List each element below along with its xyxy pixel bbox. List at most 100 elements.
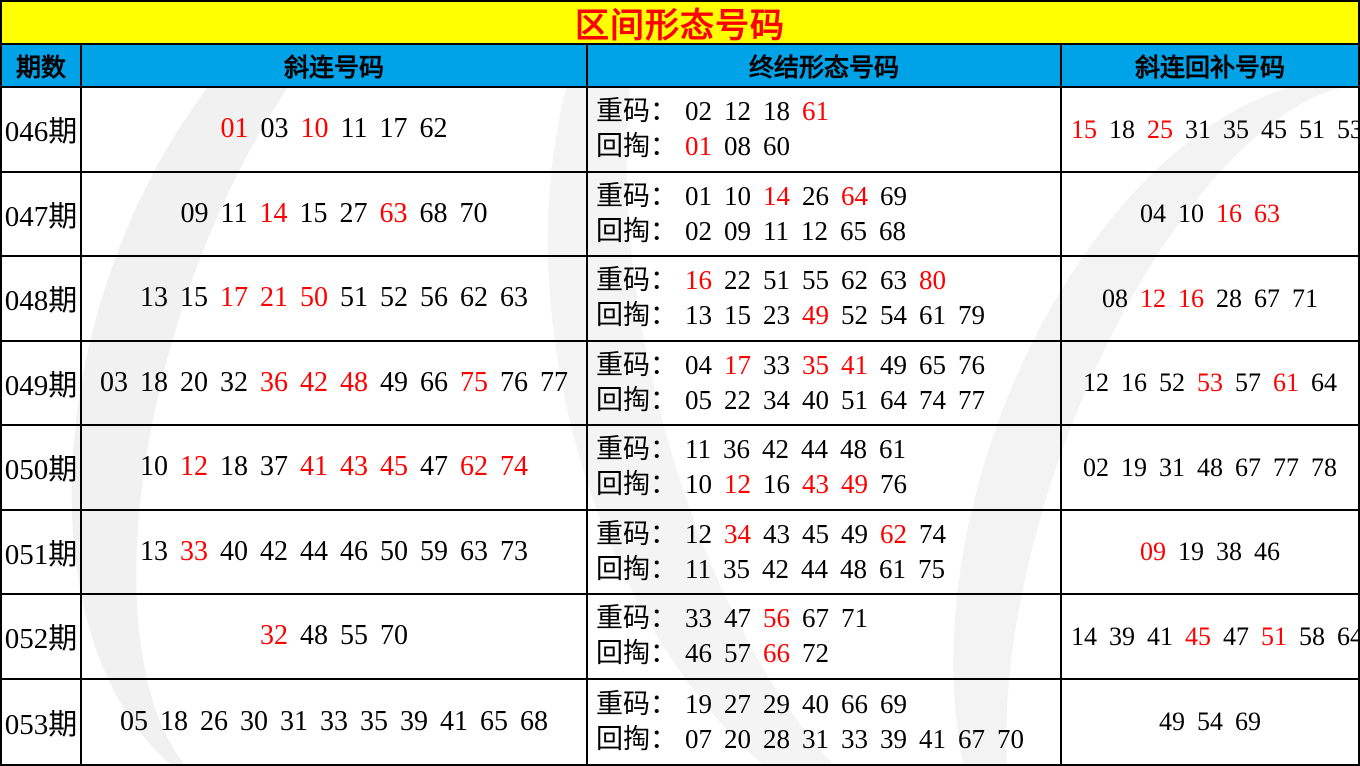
number: 62 <box>460 282 488 314</box>
huitao-label: 回掏： <box>596 638 677 669</box>
number: 31 <box>802 723 829 754</box>
number: 43 <box>763 518 790 549</box>
number: 13 <box>685 300 712 331</box>
chongma-label: 重码： <box>596 434 677 465</box>
huibu-numbers: 09 19 38 46 <box>1065 534 1355 569</box>
number: 01 <box>220 113 249 145</box>
number: 58 <box>1299 621 1325 651</box>
chongma-line: 重码： 33 47 56 67 71 <box>596 601 1060 636</box>
number: 33 <box>180 535 208 567</box>
number: 66 <box>763 638 790 669</box>
huibu-numbers-cell: 09 19 38 46 <box>1062 511 1358 594</box>
table-row: 046期 01 03 10 11 17 62 重码： 02 12 18 61 回掏： 01 08 60 15 18… <box>2 88 1358 173</box>
number: 39 <box>1109 621 1135 651</box>
number: 43 <box>340 451 368 483</box>
number: 51 <box>841 384 868 415</box>
chongma-line: 重码： 16 22 51 55 62 63 80 <box>596 263 1060 298</box>
table-body: 046期 01 03 10 11 17 62 重码： 02 12 18 61 回掏： 01 08 60 15 18… <box>2 88 1358 764</box>
xielian-numbers-cell: 32 48 55 70 <box>82 595 588 678</box>
period-cell: 050期 <box>2 426 82 509</box>
huitao-line: 回掏： 10 12 16 43 49 76 <box>596 467 1060 502</box>
number: 09 <box>1140 537 1166 567</box>
xielian-numbers-cell: 01 03 10 11 17 62 <box>82 88 588 171</box>
number: 66 <box>841 688 868 719</box>
zhongjie-cell: 重码： 16 22 51 55 62 63 80 回掏： 13 15 23 49 52 54 61 79 <box>588 257 1062 340</box>
huibu-numbers: 143941454751586472 <box>1065 619 1358 654</box>
table-row: 051期 13 33 40 42 44 46 50 59 63 73 重码： 12 34 43 45 49 62 7… <box>2 510 1358 595</box>
number: 68 <box>879 215 906 246</box>
number: 54 <box>880 300 907 331</box>
chongma-label: 重码： <box>596 96 677 127</box>
number: 72 <box>802 638 829 669</box>
number: 10 <box>724 180 751 211</box>
number: 37 <box>260 451 288 483</box>
number: 46 <box>1254 537 1280 567</box>
number: 11 <box>685 553 711 584</box>
huitao-label: 回掏： <box>596 215 677 246</box>
huibu-numbers-cell: 12 16 52 53 57 61 64 <box>1062 342 1358 425</box>
number: 04 <box>1140 199 1166 229</box>
number: 62 <box>880 518 907 549</box>
number: 16 <box>1121 368 1147 398</box>
number: 12 <box>724 96 751 127</box>
number: 39 <box>400 705 428 737</box>
number: 12 <box>685 518 712 549</box>
xielian-numbers-cell: 03 18 20 32 36 42 48 49 66 75 76 77 <box>82 341 588 424</box>
number: 51 <box>340 282 368 314</box>
number: 77 <box>958 384 985 415</box>
table-row: 048期 13 15 17 21 50 51 52 56 62 63 重码： 16 22 51 55 62 63 8… <box>2 257 1358 342</box>
number: 33 <box>763 349 790 380</box>
number: 61 <box>919 300 946 331</box>
number: 12 <box>1083 368 1109 398</box>
chongma-line: 重码： 04 17 33 35 41 49 65 76 <box>596 348 1060 383</box>
number: 69 <box>1235 707 1261 737</box>
column-header-xielian: 斜连号码 <box>82 45 588 86</box>
number: 09 <box>180 197 209 229</box>
table-row: 053期 05 18 26 30 31 33 35 39 41 65 68 重码： 19 27 29 40 66 6… <box>2 679 1358 764</box>
number: 49 <box>841 518 868 549</box>
number: 71 <box>841 603 868 634</box>
number: 40 <box>220 535 248 567</box>
number: 55 <box>802 265 829 296</box>
number: 35 <box>1223 114 1249 144</box>
number: 33 <box>841 723 868 754</box>
number: 11 <box>763 215 789 246</box>
number: 18 <box>160 705 188 737</box>
chongma-label: 重码： <box>596 603 677 634</box>
number: 16 <box>685 265 712 296</box>
number: 28 <box>763 723 790 754</box>
number: 64 <box>1337 621 1358 651</box>
number: 16 <box>1178 283 1204 313</box>
number: 51 <box>1261 621 1287 651</box>
number: 53 <box>1197 368 1223 398</box>
number: 08 <box>1102 283 1128 313</box>
number: 41 <box>919 723 946 754</box>
number: 45 <box>1185 621 1211 651</box>
number: 31 <box>280 705 308 737</box>
number: 33 <box>685 603 712 634</box>
number: 64 <box>841 180 868 211</box>
number: 64 <box>880 384 907 415</box>
number: 15 <box>299 197 328 229</box>
number: 49 <box>841 469 868 500</box>
number: 13 <box>140 535 168 567</box>
number: 48 <box>840 553 867 584</box>
number: 17 <box>220 282 248 314</box>
huitao-label: 回掏： <box>596 300 677 331</box>
chongma-line: 重码： 11 36 42 44 48 61 <box>596 432 1060 467</box>
number: 50 <box>380 535 408 567</box>
number: 68 <box>520 705 548 737</box>
number: 11 <box>220 197 248 229</box>
number: 44 <box>801 553 828 584</box>
number: 52 <box>841 300 868 331</box>
huitao-line: 回掏： 11 35 42 44 48 61 75 <box>596 552 1060 587</box>
number: 18 <box>140 366 168 398</box>
number: 45 <box>1261 114 1287 144</box>
number: 65 <box>840 215 867 246</box>
number: 67 <box>802 603 829 634</box>
number: 77 <box>1273 452 1299 482</box>
number: 22 <box>724 265 751 296</box>
xielian-numbers-cell: 13 33 40 42 44 46 50 59 63 73 <box>82 510 588 593</box>
zhongjie-cell: 重码： 12 34 43 45 49 62 74 回掏： 11 35 42 44 48 61 75 <box>588 510 1062 593</box>
number: 25 <box>1147 114 1173 144</box>
